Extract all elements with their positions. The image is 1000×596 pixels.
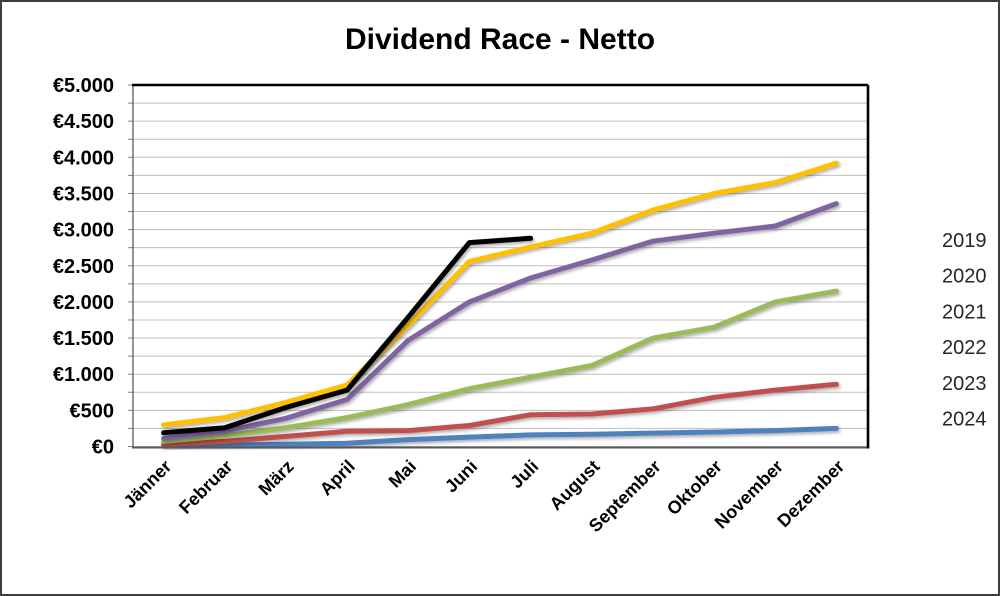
x-axis-label: Februar [175, 456, 237, 518]
y-axis-label: €2.500 [53, 256, 114, 278]
series-line-2019 [161, 425, 839, 449]
y-axis-label: €5.000 [53, 75, 114, 97]
chart-title: Dividend Race - Netto [345, 23, 655, 56]
x-axis-label: Dezember [773, 456, 848, 531]
legend-label: 2021 [942, 301, 987, 323]
y-axis-label: €1.000 [53, 364, 114, 386]
legend-label: 2022 [942, 337, 987, 359]
y-axis-label: €4.000 [53, 147, 114, 169]
x-axis-label: Oktober [663, 456, 726, 519]
legend-item: 2019 [890, 230, 987, 252]
x-axis-label: Mai [385, 456, 420, 491]
x-axis-label: April [316, 456, 359, 499]
legend-item: 2020 [890, 266, 987, 288]
x-axis-label: Juni [441, 456, 481, 496]
x-axis-label: Juli [506, 456, 542, 492]
legend-label: 2019 [942, 230, 987, 252]
legend-label: 2023 [942, 373, 987, 395]
y-axis-label: €1.500 [53, 328, 114, 350]
x-axis-label: Jänner [120, 456, 176, 512]
y-axis-label: €0 [92, 437, 114, 459]
legend: 2019 2020 2021 2022 2023 2024 [890, 230, 987, 431]
legend-item: 2023 [890, 373, 987, 395]
x-axis-label: August [546, 456, 604, 514]
y-axis-label: €3.500 [53, 183, 114, 205]
series-line-2020 [161, 381, 839, 447]
x-axis-label: März [255, 456, 298, 499]
series-line-2021 [161, 288, 839, 444]
legend-item: 2021 [890, 301, 987, 323]
y-axis-label: €500 [70, 400, 115, 422]
y-axis-label: €3.000 [53, 220, 114, 242]
y-axis-label: €4.500 [53, 111, 114, 133]
legend-item: 2024 [890, 409, 987, 431]
legend-label: 2024 [942, 409, 987, 431]
series-layer [161, 160, 839, 449]
legend-item: 2022 [890, 337, 987, 359]
legend-label: 2020 [942, 266, 987, 288]
series-line-2023 [161, 160, 839, 428]
y-axis-label: €2.000 [53, 292, 114, 314]
series-line-2022 [161, 201, 839, 441]
series-line-2024 [161, 235, 534, 436]
